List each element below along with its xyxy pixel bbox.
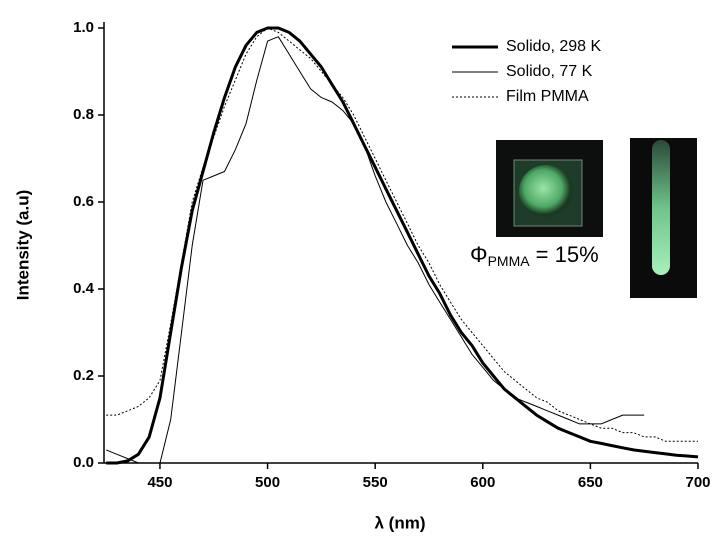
legend-label: Film PMMA (506, 88, 589, 105)
x-tick-label: 650 (578, 474, 603, 491)
annotation-text: = 15% (530, 242, 599, 267)
x-tick-label: 500 (255, 474, 280, 491)
y-tick-label: 0.2 (73, 367, 94, 384)
x-tick-label: 450 (147, 474, 172, 491)
x-tick-label: 700 (685, 474, 710, 491)
y-axis-label: Intensity (a.u) (13, 190, 32, 301)
legend-label: Solido, 77 K (506, 63, 593, 80)
x-tick-label: 600 (470, 474, 495, 491)
series-line (106, 36, 645, 464)
photo-tube-glow (652, 140, 670, 275)
photo-film-glow (519, 165, 573, 217)
y-tick-label: 1.0 (73, 19, 94, 36)
y-tick-label: 0.0 (73, 454, 94, 471)
y-tick-label: 0.8 (73, 106, 94, 123)
annotation-symbol: Φ (470, 242, 488, 267)
annotation-subscript: PMMA (488, 253, 531, 269)
annotation: ΦPMMA = 15% (470, 242, 599, 269)
y-tick-label: 0.4 (73, 280, 95, 297)
x-axis-label: λ (nm) (375, 513, 426, 532)
legend-label: Solido, 298 K (506, 38, 602, 55)
x-tick-label: 550 (363, 474, 388, 491)
series-line (106, 26, 699, 465)
y-tick-label: 0.6 (73, 193, 94, 210)
